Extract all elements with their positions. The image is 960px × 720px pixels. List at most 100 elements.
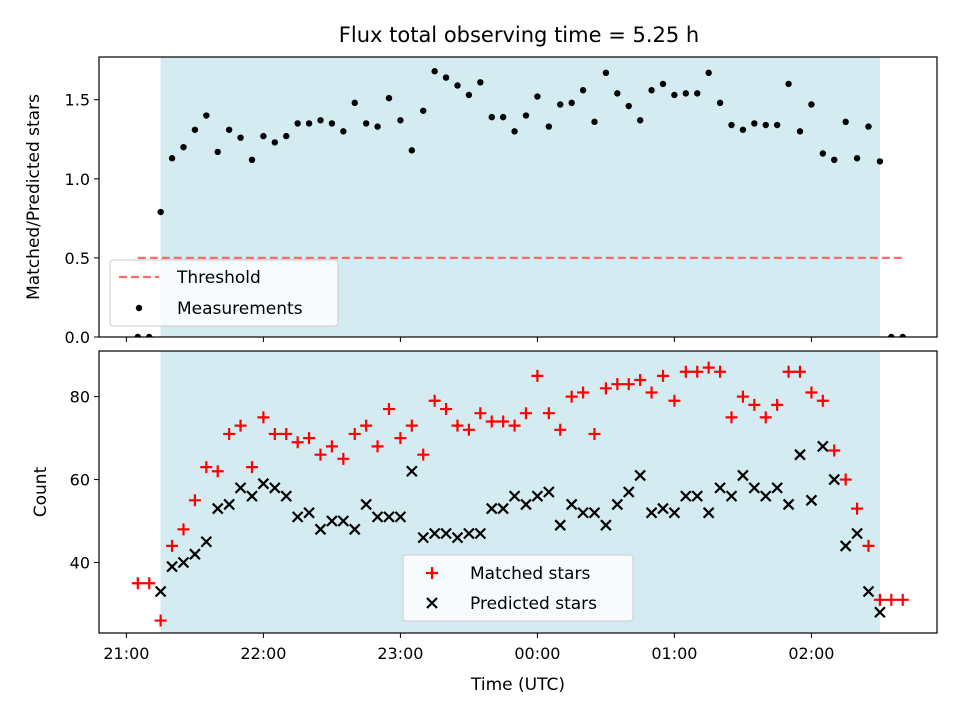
legend-threshold-label: Threshold [176,268,261,288]
data-point [531,490,544,502]
data-point [554,519,567,531]
data-point [694,90,701,97]
y-tick-label: 80 [70,388,90,407]
data-point [782,498,795,511]
data-point [314,448,327,461]
data-point [839,473,852,486]
data-point [371,511,384,523]
data-point [625,102,632,110]
data-point [862,585,875,598]
data-point [851,502,864,515]
data-point [751,120,758,127]
legend-predicted-swatch [426,597,438,609]
data-point [577,386,590,399]
data-point [143,577,156,590]
data-point [397,117,404,124]
data-point [831,156,838,164]
data-point [440,403,453,416]
data-point [748,482,761,494]
data-point [759,411,772,424]
data-point [360,419,373,432]
data-point [245,461,258,474]
data-point [682,90,690,97]
legend-measurements-label: Measurements [177,299,303,319]
data-point [431,68,438,75]
data-point [876,158,884,165]
data-point [808,101,815,108]
data-point [451,419,464,432]
data-point [485,502,498,515]
data-point [294,120,301,127]
data-point [371,440,384,453]
data-point [853,155,861,162]
data-point [782,365,795,378]
data-point [728,121,735,129]
data-point [351,99,358,107]
data-point [234,419,247,432]
data-point [888,333,895,337]
data-point [508,419,521,432]
data-point [508,490,521,502]
data-point [557,101,564,108]
data-point [246,490,258,502]
data-point [543,486,555,498]
data-point [691,365,704,378]
data-point [291,511,304,523]
data-point [305,120,313,127]
data-point [360,498,372,511]
legend-matched-label: Matched stars [470,564,590,584]
data-point [668,394,681,407]
data-point [385,94,393,102]
data-point [705,69,712,77]
data-point [477,79,484,86]
x-tick-label: 02:00 [788,644,834,663]
y-tick-label: 1.5 [65,91,90,110]
data-point [839,540,852,552]
data-point [317,117,324,124]
data-point [382,403,395,416]
data-point [257,477,270,490]
data-point [200,461,213,474]
data-point [134,333,142,337]
legend-predicted-label: Predicted stars [470,594,597,614]
data-point [237,134,244,141]
data-point [488,113,495,121]
data-point [739,126,747,133]
count-panel: 40 60 80 21:00 22:00 23:00 00:00 01:00 02:00 Coun… [31,350,938,695]
data-point [828,444,841,457]
data-point [520,498,532,511]
data-point [862,539,875,552]
data-point [773,121,781,129]
x-tick-label: 22:00 [240,644,286,663]
y-axis-label: Count [31,466,51,517]
data-point [260,132,267,140]
x-tick-label: 00:00 [514,644,560,663]
data-point [819,150,827,157]
data-point [225,126,233,133]
data-point [656,369,669,382]
data-point [166,539,179,552]
data-point [648,87,655,94]
data-point [622,378,635,391]
legend: Matched stars Predicted stars [402,554,634,622]
legend: Threshold Measurements [109,259,339,327]
data-point [805,386,818,399]
data-point [842,118,849,126]
data-point [454,82,461,89]
data-point [223,498,235,511]
data-point [591,118,598,126]
data-point [896,593,909,606]
data-point [614,90,621,97]
data-point [340,128,347,135]
data-point [203,112,210,119]
data-point [671,91,678,99]
data-point [200,535,213,548]
series-predicted-stars [154,440,886,619]
data-point [337,452,350,465]
y-tick-label: 0.5 [65,249,90,268]
data-point [497,415,510,428]
data-point [280,427,293,440]
data-point [417,531,430,544]
data-point [817,440,829,453]
data-point [474,527,487,540]
